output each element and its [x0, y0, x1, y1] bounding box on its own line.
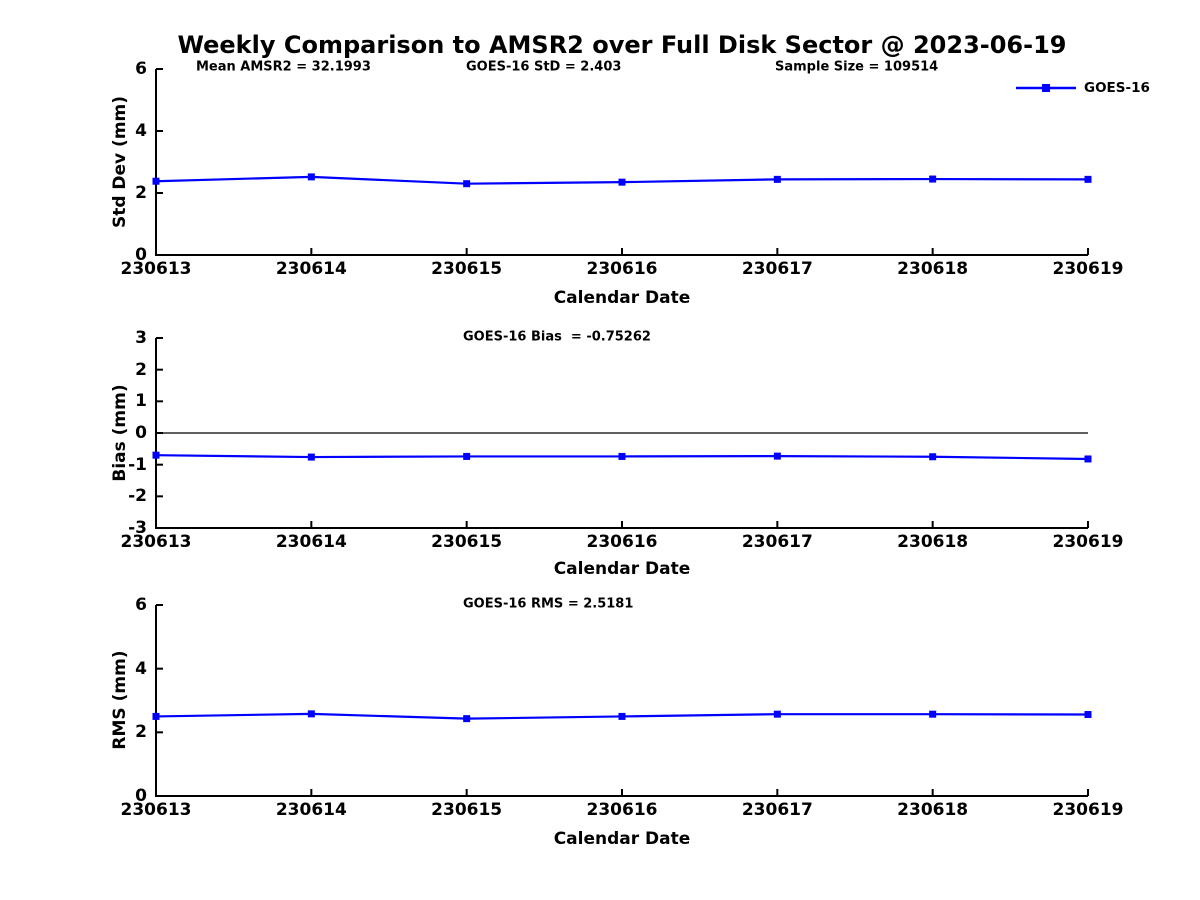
data-point-marker	[463, 452, 471, 460]
annotation-goes16-rms: GOES-16 RMS = 2.5181	[463, 596, 634, 612]
y-tick-label: -2	[128, 486, 147, 507]
x-tick-label: 230616	[586, 532, 658, 552]
data-point-marker	[307, 710, 315, 718]
data-point-marker	[307, 453, 315, 461]
legend: GOES-16	[1014, 80, 1150, 96]
x-tick-label: 230619	[1052, 259, 1124, 279]
x-tick-label: 230615	[431, 259, 503, 279]
x-tick-label: 230615	[431, 800, 503, 820]
y-tick-label: 0	[135, 245, 147, 265]
x-axis-label-calendar-date-bottom: Calendar Date	[553, 829, 691, 849]
data-point-marker	[152, 712, 160, 720]
figure-title: Weekly Comparison to AMSR2 over Full Dis…	[177, 31, 1067, 59]
annotation-goes16-bias: GOES-16 Bias = -0.75262	[463, 329, 651, 345]
data-point-marker	[773, 452, 781, 460]
data-point-marker	[1084, 455, 1092, 463]
data-point-marker	[618, 178, 626, 186]
legend-label: GOES-16	[1084, 80, 1150, 96]
y-tick-label: 6	[135, 595, 147, 615]
y-tick-label: 6	[135, 59, 147, 79]
y-tick-label: 0	[135, 786, 147, 806]
x-tick-label: 230615	[431, 532, 503, 552]
x-tick-label: 230618	[897, 800, 969, 820]
y-tick-label: 3	[135, 328, 147, 348]
x-tick-label: 230616	[586, 259, 658, 279]
x-tick-label: 230613	[120, 259, 192, 279]
x-tick-label: 230618	[897, 259, 969, 279]
y-tick-label: 4	[135, 121, 147, 141]
x-tick-label: 230614	[275, 800, 347, 820]
x-tick-label: 230613	[120, 532, 192, 552]
data-point-marker	[463, 715, 471, 723]
data-point-marker	[618, 452, 626, 460]
y-tick-label: 2	[135, 359, 147, 380]
x-tick-label: 230619	[1052, 800, 1124, 820]
x-tick-label: 230619	[1052, 532, 1124, 552]
x-tick-label: 230617	[741, 259, 813, 279]
data-point-marker	[463, 180, 471, 188]
annotation-mean-amsr2: Mean AMSR2 = 32.1993	[196, 59, 371, 75]
data-point-marker	[773, 175, 781, 183]
y-tick-label: -1	[128, 454, 147, 475]
data-point-marker	[1084, 175, 1092, 183]
annotation-goes16-std: GOES-16 StD = 2.403	[466, 59, 622, 75]
x-tick-label: 230617	[741, 532, 813, 552]
y-tick-label: 4	[135, 658, 147, 679]
x-tick-label: 230616	[586, 800, 658, 820]
y-tick-label: 0	[135, 423, 147, 443]
data-point-marker	[152, 177, 160, 185]
x-tick-label: 230613	[120, 800, 192, 820]
data-point-marker	[929, 710, 937, 718]
x-axis-label-calendar-date-top: Calendar Date	[553, 288, 691, 308]
data-point-marker	[929, 175, 937, 183]
data-point-marker	[618, 712, 626, 720]
x-tick-label: 230617	[741, 800, 813, 820]
y-axis-label-stddev: Std Dev (mm)	[110, 95, 130, 229]
annotation-sample-size: Sample Size = 109514	[775, 59, 939, 75]
y-tick-label: 2	[135, 183, 147, 203]
x-axis-label-calendar-date-middle: Calendar Date	[553, 559, 691, 579]
data-point-marker	[307, 173, 315, 181]
data-point-marker	[1084, 711, 1092, 719]
axis-spines	[155, 69, 1088, 256]
y-tick-label: -3	[128, 518, 147, 538]
y-tick-label: 1	[135, 391, 147, 412]
axis-spines	[155, 605, 1088, 797]
data-point-marker	[773, 710, 781, 718]
x-tick-label: 230614	[275, 532, 347, 552]
legend-line-sample-icon	[1016, 84, 1076, 92]
x-tick-label: 230618	[897, 532, 969, 552]
x-tick-label: 230614	[275, 259, 347, 279]
data-point-marker	[152, 451, 160, 459]
data-point-marker	[929, 453, 937, 461]
y-tick-label: 2	[135, 722, 147, 743]
